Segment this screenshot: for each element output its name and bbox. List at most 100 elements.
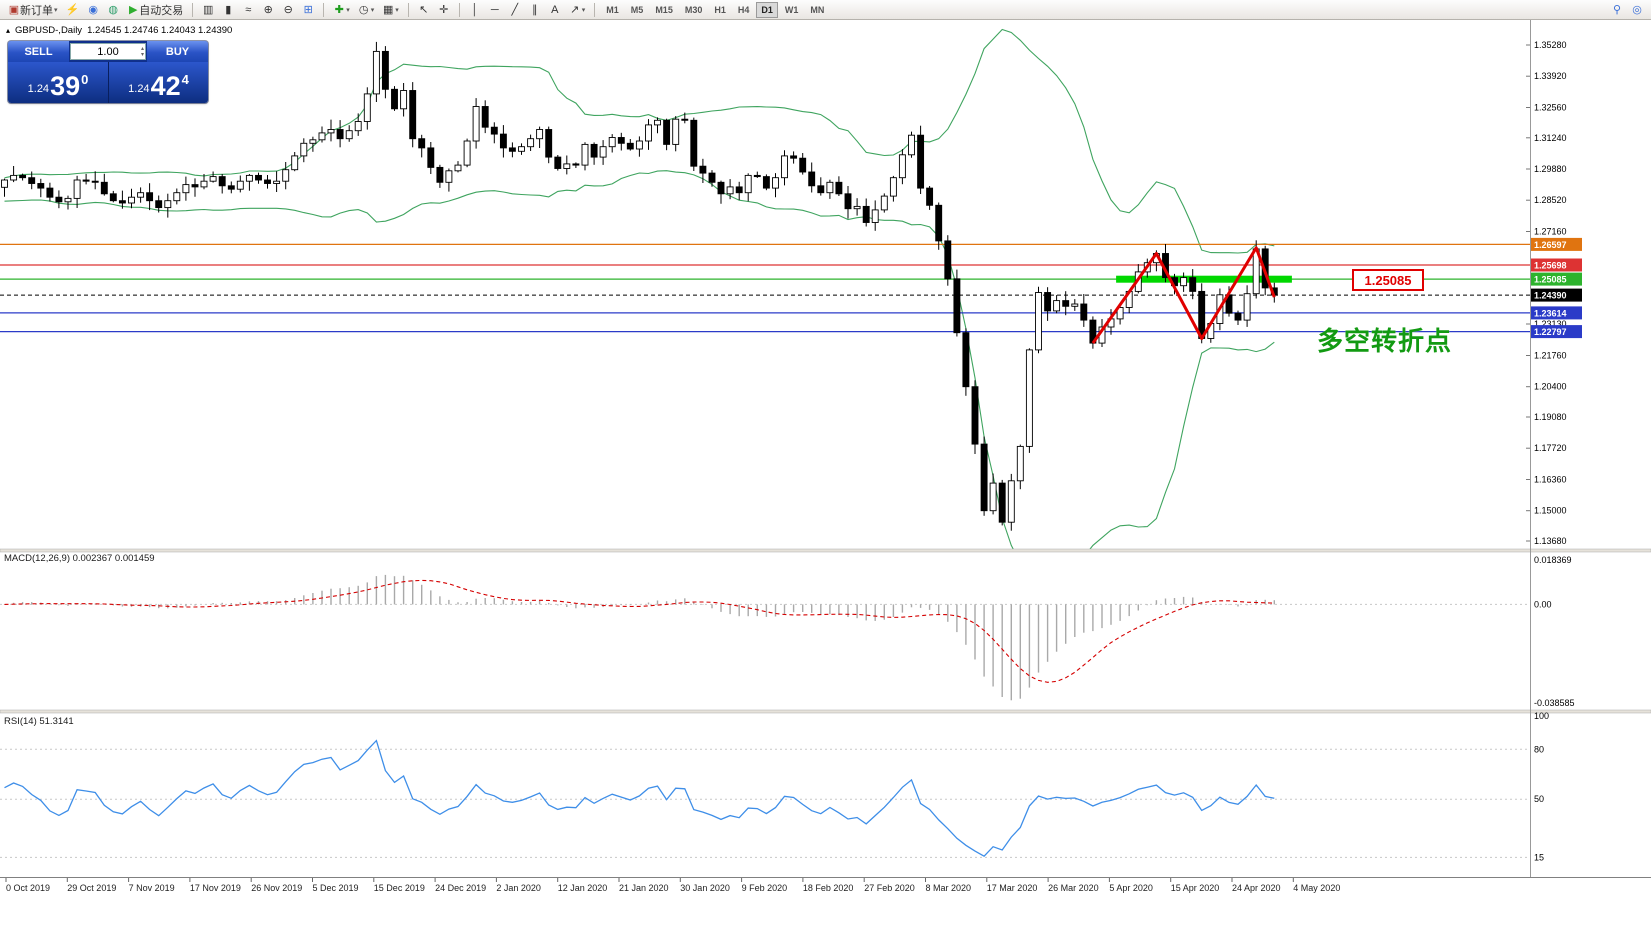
buy-price-prefix: 1.24 bbox=[128, 83, 150, 95]
timeframe-d1-button[interactable]: D1 bbox=[756, 1, 778, 18]
vertical-line-button[interactable]: │ bbox=[466, 2, 484, 18]
price-level-annotation[interactable]: 1.25085 bbox=[1352, 269, 1424, 291]
timeframe-group: M1 M5 M15 M30 H1 H4 D1 W1 MN bbox=[600, 1, 830, 18]
buy-price-display[interactable]: 1.24 42 4 bbox=[108, 62, 208, 103]
svg-text:1.32560: 1.32560 bbox=[1534, 103, 1567, 113]
trade-panel-toggle-icon[interactable]: ▴ bbox=[6, 26, 11, 35]
buy-price-big: 42 bbox=[150, 71, 181, 101]
svg-text:8 Mar 2020: 8 Mar 2020 bbox=[926, 883, 972, 893]
trendline-button[interactable]: ╱ bbox=[506, 2, 524, 18]
toolbar-separator bbox=[192, 2, 194, 17]
periods-button[interactable]: ◷ ▾ bbox=[355, 2, 378, 18]
toolbar-separator bbox=[594, 2, 596, 17]
text-tool-icon: A bbox=[551, 3, 559, 16]
stepper-up-icon[interactable]: ▴ bbox=[140, 45, 144, 52]
cursor-button[interactable]: ↖ bbox=[415, 2, 433, 18]
search-symbols-button[interactable]: ⚲ bbox=[1608, 2, 1626, 18]
timeframe-mn-button[interactable]: MN bbox=[810, 4, 825, 15]
vertical-line-icon: │ bbox=[471, 3, 479, 16]
macd-signal-line bbox=[4, 579, 1275, 683]
text-tool-button[interactable]: A bbox=[546, 2, 564, 18]
autotrading-button[interactable]: ▶ 自动交易 bbox=[124, 2, 186, 18]
candle-chart-button[interactable]: ▮ bbox=[219, 2, 237, 18]
timeframe-h1-button[interactable]: H1 bbox=[714, 4, 726, 15]
svg-text:29 Oct 2019: 29 Oct 2019 bbox=[67, 883, 116, 893]
svg-text:12 Jan 2020: 12 Jan 2020 bbox=[558, 883, 608, 893]
svg-text:1.13680: 1.13680 bbox=[1534, 536, 1567, 546]
timeframe-m5-button[interactable]: M5 bbox=[630, 4, 644, 15]
new-order-button[interactable]: ▣ 新订单 ▾ bbox=[5, 2, 61, 18]
svg-text:17 Nov 2019: 17 Nov 2019 bbox=[190, 883, 241, 893]
svg-text:5 Dec 2019: 5 Dec 2019 bbox=[313, 883, 359, 893]
sell-price-display[interactable]: 1.24 39 0 bbox=[8, 62, 108, 103]
volume-input[interactable]: 1.00 ▴ ▾ bbox=[70, 43, 146, 60]
svg-text:15 Dec 2019: 15 Dec 2019 bbox=[374, 883, 425, 893]
turning-point-annotation[interactable]: 多空转折点 bbox=[1317, 326, 1453, 356]
chevron-down-icon: ▾ bbox=[370, 6, 375, 14]
buy-button[interactable]: BUY bbox=[147, 41, 208, 62]
flash-icon: ⚡ bbox=[65, 3, 80, 16]
channel-button[interactable]: ∥ bbox=[526, 2, 544, 18]
svg-text:1.17720: 1.17720 bbox=[1534, 443, 1567, 453]
highlight-zone[interactable] bbox=[1116, 275, 1292, 283]
zigzag-trendline[interactable] bbox=[1091, 246, 1276, 344]
price-pane[interactable] bbox=[0, 28, 1530, 569]
macd-indicator-title: MACD(12,26,9) 0.002367 0.001459 bbox=[4, 553, 155, 564]
flash-button[interactable]: ⚡ bbox=[63, 2, 83, 18]
svg-text:7 Nov 2019: 7 Nov 2019 bbox=[129, 883, 175, 893]
search-button[interactable]: ◎ bbox=[1628, 2, 1646, 18]
svg-text:26 Mar 2020: 26 Mar 2020 bbox=[1048, 883, 1099, 893]
line-chart-button[interactable]: ≈ bbox=[239, 2, 257, 18]
svg-text:1.35280: 1.35280 bbox=[1534, 40, 1567, 50]
svg-text:0.018369: 0.018369 bbox=[1534, 555, 1572, 565]
svg-text:1.21760: 1.21760 bbox=[1534, 351, 1567, 361]
svg-text:15: 15 bbox=[1534, 852, 1544, 862]
zoom-in-button[interactable]: ⊕ bbox=[259, 2, 277, 18]
profile-button[interactable]: ◉ bbox=[84, 2, 102, 18]
rsi-pane[interactable] bbox=[0, 739, 1530, 858]
bollinger-upper-band[interactable] bbox=[4, 28, 1275, 254]
svg-text:0 Oct 2019: 0 Oct 2019 bbox=[6, 883, 50, 893]
svg-text:0.00: 0.00 bbox=[1534, 599, 1552, 609]
timeframe-m1-button[interactable]: M1 bbox=[606, 4, 619, 15]
template-icon: ▦ bbox=[383, 3, 394, 16]
line-chart-icon: ≈ bbox=[245, 3, 252, 16]
svg-text:24 Apr 2020: 24 Apr 2020 bbox=[1232, 883, 1281, 893]
candle-chart-icon: ▮ bbox=[225, 3, 232, 16]
svg-text:26 Nov 2019: 26 Nov 2019 bbox=[251, 883, 302, 893]
panel-splitter[interactable] bbox=[0, 709, 1651, 714]
tile-windows-button[interactable]: ⊞ bbox=[299, 2, 317, 18]
svg-text:24 Dec 2019: 24 Dec 2019 bbox=[435, 883, 486, 893]
sell-price-prefix: 1.24 bbox=[27, 83, 50, 95]
template-button[interactable]: ▦ ▾ bbox=[379, 2, 402, 18]
bar-chart-button[interactable]: ▥ bbox=[199, 2, 217, 18]
svg-text:27 Feb 2020: 27 Feb 2020 bbox=[864, 883, 915, 893]
macd-pane[interactable] bbox=[0, 574, 1530, 701]
bollinger-lower-band[interactable] bbox=[4, 170, 1275, 569]
chart-header: ▴ GBPUSD-,Daily 1.24545 1.24746 1.24043 … bbox=[6, 25, 232, 36]
svg-text:1.33920: 1.33920 bbox=[1534, 71, 1567, 81]
chevron-down-icon: ▾ bbox=[346, 6, 350, 14]
crosshair-button[interactable]: ✛ bbox=[435, 2, 453, 18]
macd-axis: 0.018369 0.00 -0.038585 bbox=[1534, 555, 1575, 708]
zoom-out-button[interactable]: ⊖ bbox=[279, 2, 297, 18]
svg-text:1.29880: 1.29880 bbox=[1534, 164, 1567, 174]
sell-button[interactable]: SELL bbox=[8, 41, 69, 62]
horizontal-line-button[interactable]: ─ bbox=[486, 2, 504, 18]
stepper-down-icon[interactable]: ▾ bbox=[140, 51, 144, 58]
timeframe-m15-button[interactable]: M15 bbox=[655, 4, 673, 15]
clock-icon: ◷ bbox=[358, 3, 369, 16]
timeframe-w1-button[interactable]: W1 bbox=[784, 4, 799, 15]
time-axis[interactable]: 0 Oct 2019 29 Oct 2019 7 Nov 2019 17 Nov 20… bbox=[5, 878, 1340, 893]
panel-splitter[interactable] bbox=[0, 548, 1651, 553]
add-indicator-button[interactable]: ✚ ▾ bbox=[330, 2, 353, 18]
timeframe-m30-button[interactable]: M30 bbox=[684, 4, 703, 15]
arrows-tool-button[interactable]: ↗ ▾ bbox=[566, 2, 589, 18]
candles[interactable] bbox=[1, 41, 1278, 531]
timeframe-h4-button[interactable]: H4 bbox=[737, 4, 750, 15]
community-button[interactable]: ◍ bbox=[104, 2, 122, 18]
search-icon: ◎ bbox=[1632, 3, 1642, 16]
toolbar-separator bbox=[407, 2, 409, 17]
volume-stepper[interactable]: ▴ ▾ bbox=[141, 44, 144, 59]
